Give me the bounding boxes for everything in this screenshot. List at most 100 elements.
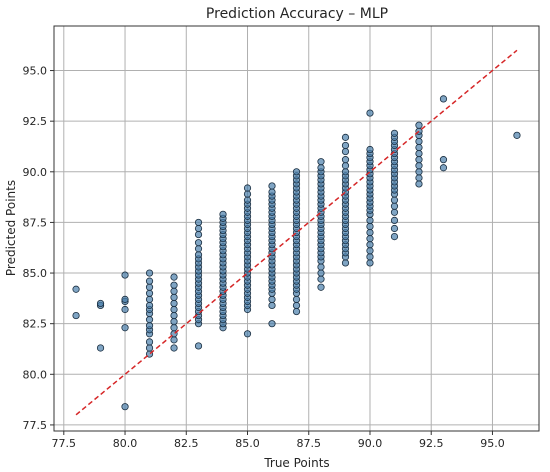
data-point [317,164,325,172]
data-point [366,228,374,237]
chart-title: Prediction Accuracy – MLP [206,6,388,22]
data-point [366,259,374,267]
data-point [390,233,399,241]
data-point [145,316,154,324]
data-point [145,283,154,291]
data-point [366,216,374,224]
data-point [366,247,374,255]
data-point [390,208,399,216]
x-tick-label: 87.5 [296,437,321,450]
data-point [415,168,423,176]
x-tick-label: 80.0 [113,437,138,450]
data-point [145,338,154,346]
data-point [194,230,203,239]
data-point [390,129,399,137]
data-point [390,224,399,233]
data-point [170,318,178,326]
data-point [341,147,350,156]
x-tick-label: 90.0 [358,437,383,450]
data-point [268,320,276,328]
data-point [415,156,423,164]
data-point [317,158,325,166]
data-point [194,342,203,350]
x-tick-label: 85.0 [235,437,260,450]
data-point [170,324,178,332]
data-point [317,283,325,291]
data-point [145,289,154,297]
data-point [366,222,374,231]
data-point [170,344,178,352]
data-point [268,301,276,310]
y-tick-label: 92.5 [23,115,48,128]
y-axis: 77.5 80.0 82.5 85.0 87.5 90.0 92.5 95.0 [23,65,54,432]
data-points [72,95,521,411]
data-point [390,196,399,204]
data-point [439,95,448,103]
data-point [194,251,203,259]
data-point [170,299,178,308]
data-point [170,287,178,295]
y-axis-label: Predicted Points [4,180,18,276]
data-point [170,305,178,314]
data-point [439,164,448,172]
data-point [341,162,350,170]
data-point [415,162,423,170]
data-point [219,210,227,218]
data-point [268,295,276,303]
data-point [170,293,178,301]
x-axis-label: True Points [263,456,329,470]
data-point [366,109,374,117]
data-point [366,253,374,261]
data-point [415,143,423,152]
data-point [170,311,178,320]
data-point [96,344,105,352]
data-point [194,239,203,247]
y-tick-label: 82.5 [23,318,48,331]
data-point [390,216,399,224]
data-point [145,269,154,277]
data-point [243,184,252,192]
data-point [121,324,129,332]
data-point [292,307,301,316]
data-point [145,344,154,352]
y-tick-label: 87.5 [23,216,48,229]
y-tick-label: 85.0 [23,267,48,280]
data-point [170,336,178,344]
x-tick-label: 92.5 [419,437,444,450]
data-point [366,145,374,154]
data-point [513,131,521,139]
data-point [341,259,350,267]
data-point [145,322,154,330]
data-point [366,235,374,243]
data-point [121,305,129,314]
data-point [170,281,178,289]
data-point [341,133,350,141]
data-point [72,311,80,320]
data-point [121,271,129,279]
data-point [96,299,105,308]
data-point [366,241,374,249]
data-point [292,295,301,303]
reference-line [75,49,518,416]
y-tick-label: 90.0 [23,166,48,179]
data-point [317,269,325,277]
data-point [121,295,129,303]
data-point [341,156,350,164]
x-axis: 77.5 80.0 82.5 85.0 87.5 90.0 92.5 95.0 [52,431,505,450]
data-point [341,141,350,150]
x-tick-label: 95.0 [480,437,505,450]
data-point [243,190,252,198]
data-point [439,156,448,164]
data-point [145,277,154,285]
y-tick-label: 80.0 [23,368,48,381]
data-point [415,149,423,158]
x-tick-label: 77.5 [52,437,77,450]
data-point [243,330,252,338]
data-point [415,137,423,146]
x-tick-label: 82.5 [174,437,199,450]
data-point [415,180,423,188]
data-point [72,285,80,293]
data-point [415,174,423,182]
data-point [390,202,399,210]
